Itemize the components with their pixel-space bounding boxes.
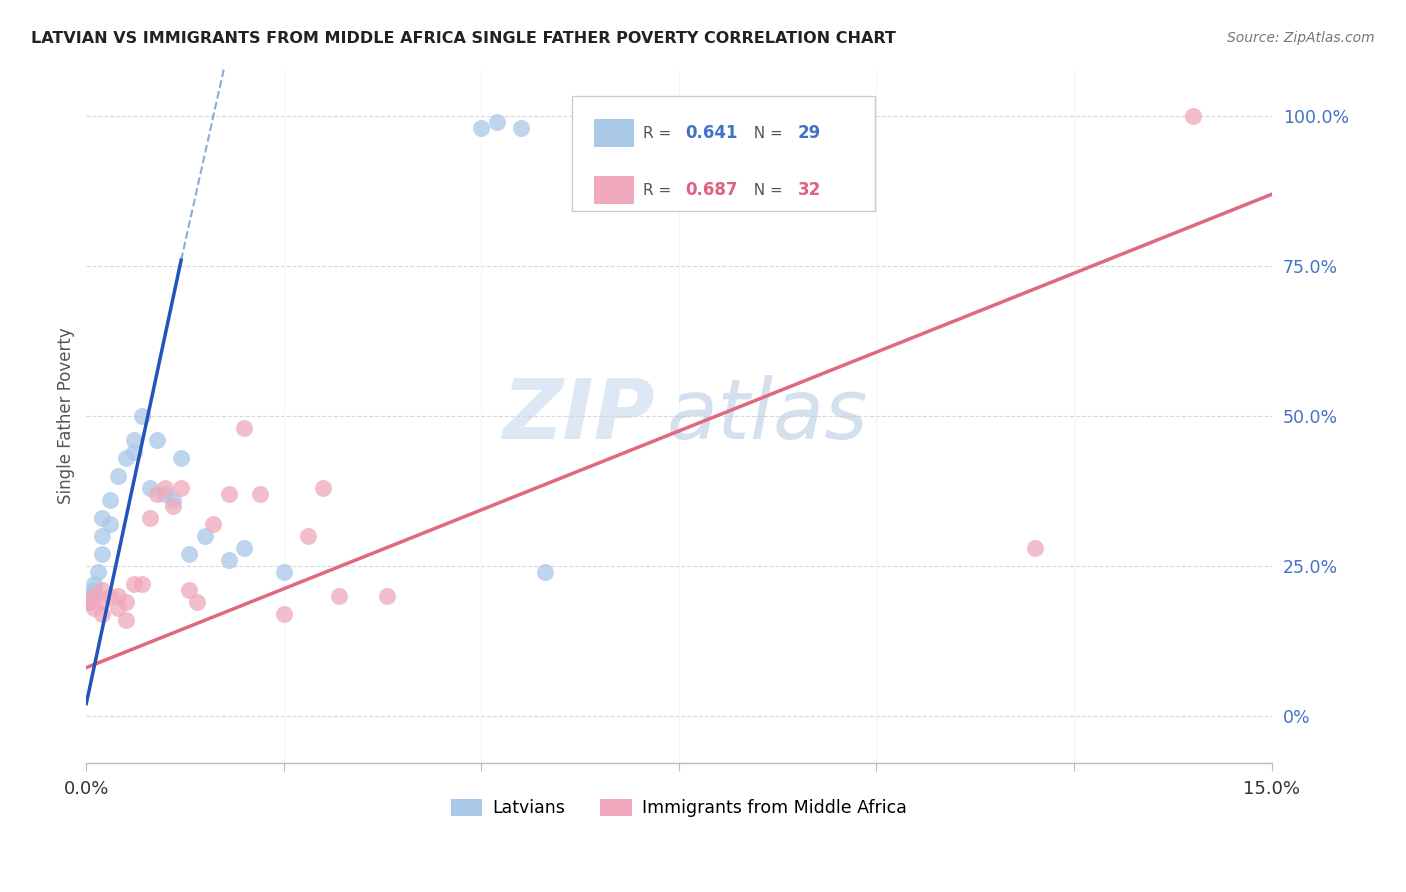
Point [273,565,295,579]
Point [1024,541,1046,555]
Point [146,433,169,447]
Point [233,541,256,555]
Point [114,613,136,627]
Point [91,547,114,561]
Text: LATVIAN VS IMMIGRANTS FROM MIDDLE AFRICA SINGLE FATHER POVERTY CORRELATION CHART: LATVIAN VS IMMIGRANTS FROM MIDDLE AFRICA… [31,31,896,46]
Point [107,589,129,603]
Text: ZIP: ZIP [502,376,655,457]
Point [138,481,160,495]
Point [91,582,114,597]
Y-axis label: Single Father Poverty: Single Father Poverty [58,327,75,504]
Point [107,600,129,615]
Point [297,529,319,543]
Point [170,481,193,495]
Point [114,595,136,609]
Text: 32: 32 [797,181,821,199]
Point [75,595,97,609]
Point [91,607,114,621]
Text: Source: ZipAtlas.com: Source: ZipAtlas.com [1227,31,1375,45]
Text: R =: R = [644,126,676,141]
Point [201,516,224,531]
Point [170,450,193,465]
Point [98,492,121,507]
Point [122,433,145,447]
Point [87,565,110,579]
Point [138,511,160,525]
Point [91,511,114,525]
Point [107,469,129,483]
Point [146,487,169,501]
Point [328,589,350,603]
Point [375,589,398,603]
Point [273,607,295,621]
Point [470,121,492,136]
Text: N =: N = [744,126,787,141]
Point [122,576,145,591]
Point [83,600,105,615]
Point [83,589,105,603]
Text: 0.687: 0.687 [685,181,737,199]
Point [177,582,200,597]
Point [218,553,240,567]
Point [155,481,177,495]
Point [486,115,509,129]
Point [162,492,184,507]
Point [218,487,240,501]
Text: 29: 29 [797,124,821,142]
Text: N =: N = [744,183,787,198]
Point [75,595,97,609]
Point [79,595,101,609]
Text: atlas: atlas [666,376,869,457]
Point [98,516,121,531]
Point [155,487,177,501]
FancyBboxPatch shape [593,120,634,147]
Point [186,595,208,609]
Text: 0.641: 0.641 [685,124,737,142]
FancyBboxPatch shape [572,96,875,211]
FancyBboxPatch shape [593,177,634,204]
Text: R =: R = [644,183,676,198]
Point [233,421,256,435]
Point [98,589,121,603]
Point [533,565,555,579]
Point [162,499,184,513]
Point [131,409,153,423]
Point [194,529,217,543]
Legend: Latvians, Immigrants from Middle Africa: Latvians, Immigrants from Middle Africa [444,791,914,824]
Point [1181,110,1204,124]
Point [131,576,153,591]
Point [312,481,335,495]
Point [177,547,200,561]
Point [122,445,145,459]
Point [249,487,271,501]
Point [83,576,105,591]
Point [91,529,114,543]
Point [91,595,114,609]
Point [83,582,105,597]
Point [114,450,136,465]
Point [509,121,531,136]
Point [79,589,101,603]
